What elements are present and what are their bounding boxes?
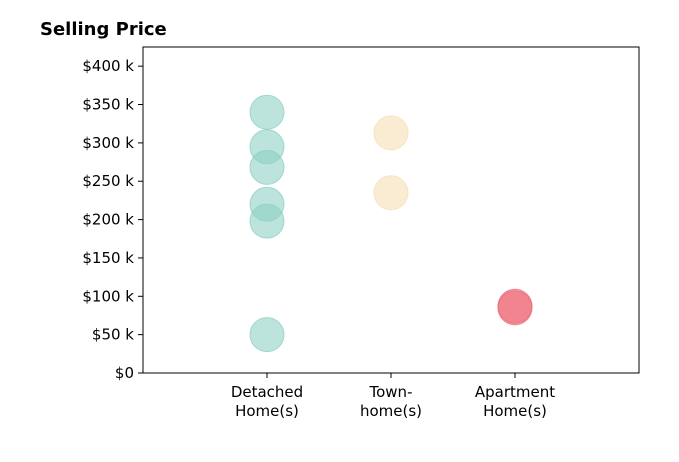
data-point [249,149,285,185]
data-point [373,115,409,151]
y-tick-label: $200 k [82,211,134,229]
y-tick-label: $50 k [92,326,134,344]
data-point [249,317,285,353]
y-tick-label: $100 k [82,287,134,305]
y-axis: $0 $50 k $100 k $150 k $200 k $250 k $300 k $35… [82,57,143,382]
y-tick-label: $250 k [82,172,134,190]
x-tick-label: Apartment Home(s) [475,383,555,420]
plot-frame [142,46,640,374]
y-tick-label: $350 k [82,96,134,114]
chart-title: Selling Price [40,19,167,40]
data-point [497,290,533,326]
y-tick-label: $400 k [82,57,134,75]
data-point [249,203,285,239]
data-point [249,94,285,130]
y-tick-label: $0 [115,364,134,382]
data-points [249,94,533,353]
y-tick-label: $150 k [82,249,134,267]
y-tick-label: $300 k [82,134,134,152]
x-tick-label: Town-home(s) [360,383,422,420]
x-axis: Detached Home(s) Town-home(s) Apartment Home… [231,373,555,420]
x-tick-label: Detached Home(s) [231,383,303,420]
data-point [373,175,409,211]
